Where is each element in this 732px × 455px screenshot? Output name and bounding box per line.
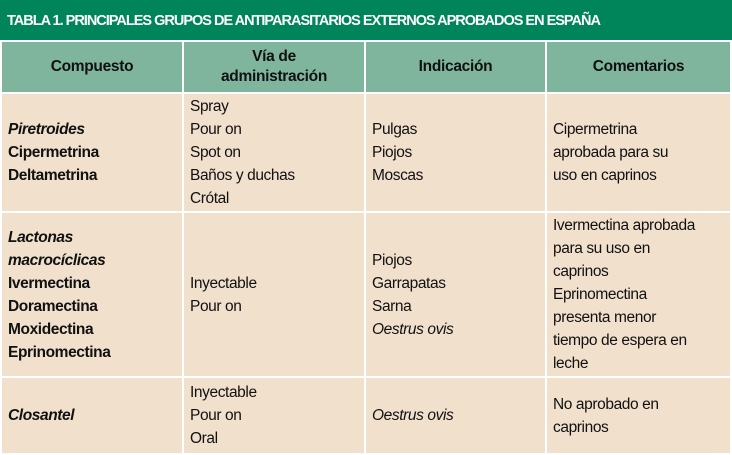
cell-line: No aprobado en [553,395,659,413]
cell-line: Eprinomectina [8,343,111,361]
cell-line: Deltametrina [8,167,98,184]
cell-via: Spray Pour on Spot on Baños y duchas Crótal [184,94,364,211]
cell-comentarios: No aprobado en caprinos [547,378,730,453]
cell-line: Moscas [372,167,424,184]
cell-line: uso en caprinos [553,167,657,184]
cell-via: Inyectable Pour on Oral [184,378,364,453]
cell-line: Piojos [372,144,412,161]
cell-line: macrocíclicas [8,251,106,269]
cell-line: Doramectina [8,297,98,315]
table-row: Lactonas macrocíclicas Ivermectina Doramect… [2,213,730,376]
cell-comentarios: Ivermectina aprobada para su uso en caprin… [547,213,730,376]
cell-compuesto: Closantel [2,378,182,453]
cell-line: Lactonas [8,228,73,246]
cell-line: Cipermetrina [553,121,637,138]
cell-line: Garrapatas [372,274,446,292]
cell-line: Pour on [190,121,242,138]
cell-line: leche [553,355,589,372]
cell-line: Piojos [372,251,412,269]
cell-indicacion: Oestrus ovis [366,378,545,453]
cell-line: Inyectable [190,274,257,292]
table-title: TABLA 1. PRINCIPALES GRUPOS DE ANTIPARAS… [0,0,732,40]
cell-line: Sarna [372,297,412,315]
header-comentarios: Comentarios [547,42,730,92]
cell-line: Oestrus ovis [372,320,454,338]
cell-line: Ivermectina aprobada [553,217,695,234]
cell-compuesto: Lactonas macrocíclicas Ivermectina Doramect… [2,213,182,376]
cell-line: aprobada para su [553,144,669,161]
cell-line: Cipermetrina [8,144,99,161]
cell-line: Inyectable [190,384,257,401]
cell-compuesto: Piretroides Cipermetrina Deltametrina [2,94,182,211]
cell-line: Ivermectina [8,274,90,292]
cell-line: Pulgas [372,121,417,138]
cell-indicacion: Pulgas Piojos Moscas [366,94,545,211]
cell-comentarios: Cipermetrina aprobada para su uso en capri… [547,94,730,211]
cell-line: Spot on [190,144,241,161]
cell-line: Baños y duchas [190,167,295,184]
cell-line: Moxidectina [8,320,94,338]
cell-via: Inyectable Pour on [184,213,364,376]
header-via: Vía de administración [184,42,364,92]
cell-indicacion: Piojos Garrapatas Sarna Oestrus ovis [366,213,545,376]
cell-line: presenta menor [553,309,656,326]
cell-line: Oral [190,430,218,447]
antiparasitic-table: Compuesto Vía de administración Indicaci… [0,40,732,455]
cell-line: Piretroides [8,121,85,138]
cell-line: caprinos [553,418,609,436]
cell-line: Crótal [190,190,229,207]
table-row: Piretroides Cipermetrina Deltametrina Spray… [2,94,730,211]
cell-line: Oestrus ovis [372,407,454,424]
cell-line: Spray [190,98,229,115]
table-row: Closantel Inyectable Pour on Oral Oestrus ov… [2,378,730,453]
header-row: Compuesto Vía de administración Indicaci… [2,42,730,92]
cell-line: Pour on [190,297,242,315]
cell-line: caprinos [553,263,609,280]
cell-line: Pour on [190,407,242,424]
header-compuesto: Compuesto [2,42,182,92]
cell-line: Closantel [8,407,75,424]
cell-line: para su uso en [553,240,650,257]
header-indicacion: Indicación [366,42,545,92]
cell-line: tiempo de espera en [553,332,687,349]
cell-line: Eprinomectina [553,286,647,303]
